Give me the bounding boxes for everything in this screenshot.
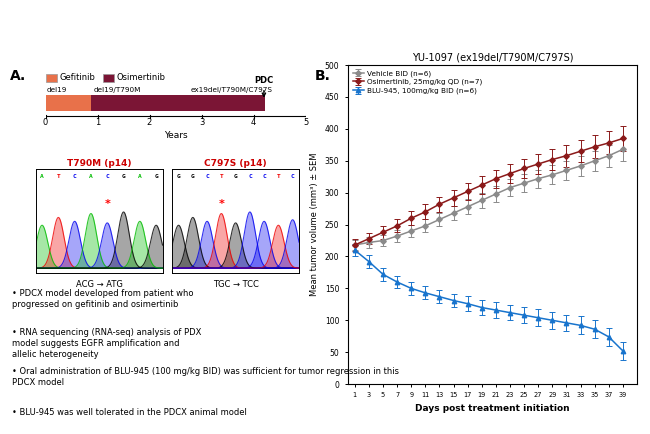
Text: Years: Years xyxy=(164,131,187,140)
Bar xyxy=(46,74,57,82)
Text: 5: 5 xyxy=(303,118,308,127)
Text: 3: 3 xyxy=(199,118,204,127)
Legend: Vehicle BID (n=6), Osimertinib, 25mg/kg QD (n=7), BLU-945, 100mg/kg BID (n=6): Vehicle BID (n=6), Osimertinib, 25mg/kg … xyxy=(352,69,483,95)
Text: *: * xyxy=(218,199,224,209)
Text: A.: A. xyxy=(10,69,26,83)
Text: del19: del19 xyxy=(47,87,67,93)
Text: • PDCX model developed from patient who
progressed on gefitinib and osimertinib: • PDCX model developed from patient who … xyxy=(12,289,193,309)
Text: • Oral administration of BLU-945 (100 mg/kg BID) was sufficient for tumor regres: • Oral administration of BLU-945 (100 mg… xyxy=(12,367,398,387)
Text: C: C xyxy=(105,174,109,180)
Text: 4: 4 xyxy=(251,118,256,127)
Text: • BLU-945 was well tolerated in the PDCX animal model: • BLU-945 was well tolerated in the PDCX… xyxy=(12,408,246,417)
Title: C797S (p14): C797S (p14) xyxy=(204,159,267,168)
Text: C: C xyxy=(73,174,77,180)
Text: C: C xyxy=(205,174,209,180)
Title: T790M (p14): T790M (p14) xyxy=(67,159,131,168)
Bar xyxy=(46,95,91,111)
Text: Gefitinib: Gefitinib xyxy=(60,73,96,82)
Text: G: G xyxy=(234,174,237,180)
Text: C: C xyxy=(291,174,294,180)
Text: • RNA sequencing (RNA-seq) analysis of PDX
model suggests EGFR amplification and: • RNA sequencing (RNA-seq) analysis of P… xyxy=(12,328,201,359)
Text: PDC: PDC xyxy=(254,76,274,96)
Y-axis label: Mean tumor volume (mm³) ± SEM: Mean tumor volume (mm³) ± SEM xyxy=(310,153,319,296)
X-axis label: Days post treatment initiation: Days post treatment initiation xyxy=(415,404,569,413)
Text: T: T xyxy=(220,174,223,180)
Text: A: A xyxy=(40,174,44,180)
Text: A: A xyxy=(138,174,142,180)
Title: YU-1097 (ex19del/T790M/C797S): YU-1097 (ex19del/T790M/C797S) xyxy=(411,53,573,63)
Text: TGC → TCC: TGC → TCC xyxy=(213,280,259,289)
Text: 1: 1 xyxy=(95,118,100,127)
Text: C: C xyxy=(262,174,266,180)
Text: Osimertinib: Osimertinib xyxy=(117,73,166,82)
Text: del19/T790M: del19/T790M xyxy=(94,87,140,93)
Text: *: * xyxy=(105,199,111,209)
Text: T: T xyxy=(57,174,60,180)
Text: G: G xyxy=(154,174,158,180)
Bar xyxy=(103,74,114,82)
Text: 0: 0 xyxy=(43,118,48,127)
Text: G: G xyxy=(177,174,181,180)
Text: 2: 2 xyxy=(147,118,152,127)
Text: Figure 4: In an (A) osimertinib-resistant EFGR ex19del/T790M/C797S patient-deriv: Figure 4: In an (A) osimertinib-resistan… xyxy=(8,16,506,25)
Text: A: A xyxy=(89,174,93,180)
Text: C: C xyxy=(248,174,252,180)
Text: ex19del/T790M/C797S: ex19del/T790M/C797S xyxy=(191,87,273,93)
Text: T: T xyxy=(276,174,280,180)
Bar xyxy=(91,95,265,111)
Text: B.: B. xyxy=(315,69,331,83)
Text: xenograft (PDCX) model, (B) oral administration of BLU-945 led to significant tu: xenograft (PDCX) model, (B) oral adminis… xyxy=(8,41,517,49)
Text: G: G xyxy=(122,174,125,180)
Text: ACG → ATG: ACG → ATG xyxy=(75,280,123,289)
Text: G: G xyxy=(191,174,195,180)
